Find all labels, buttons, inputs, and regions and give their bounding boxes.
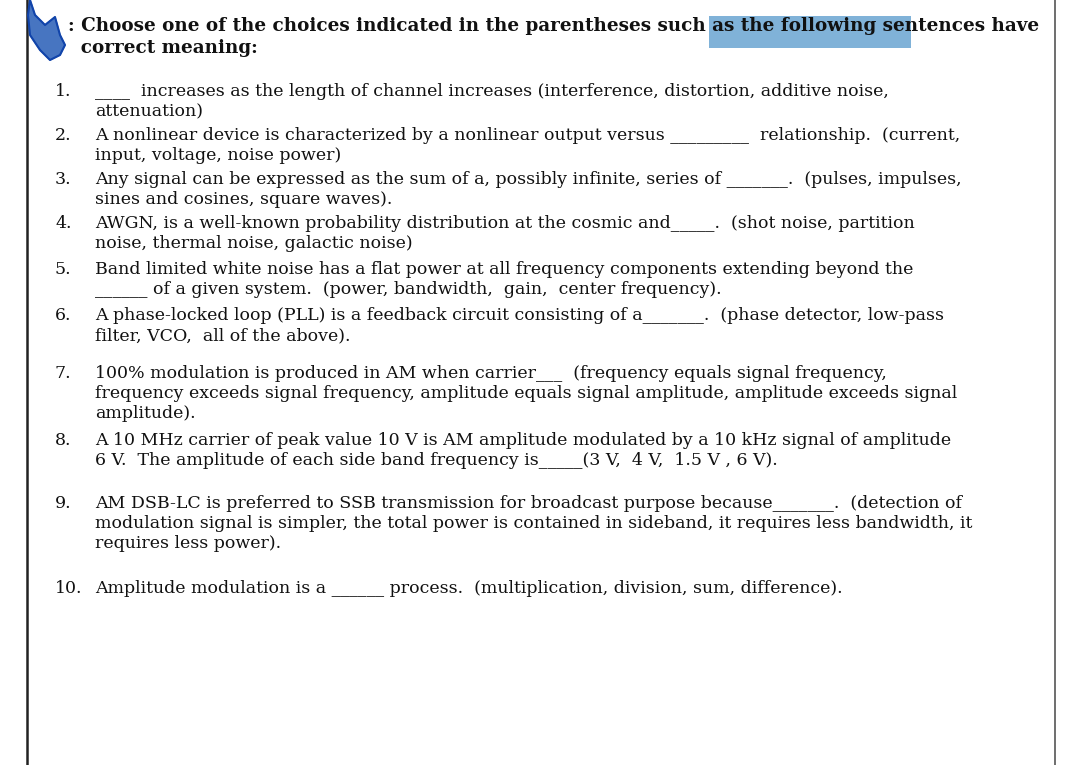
Text: ______ of a given system.  (power, bandwidth,  gain,  center frequency).: ______ of a given system. (power, bandwi… (95, 281, 721, 298)
Text: AWGN, is a well-known probability distribution at the cosmic and_____.  (shot no: AWGN, is a well-known probability distri… (95, 215, 915, 232)
Text: ____  increases as the length of channel increases (interference, distortion, ad: ____ increases as the length of channel … (95, 83, 889, 100)
Text: requires less power).: requires less power). (95, 535, 281, 552)
Text: sines and cosines, square waves).: sines and cosines, square waves). (95, 191, 392, 208)
FancyBboxPatch shape (708, 16, 912, 48)
Text: 5.: 5. (55, 261, 71, 278)
Text: input, voltage, noise power): input, voltage, noise power) (95, 147, 341, 164)
Text: amplitude).: amplitude). (95, 405, 195, 422)
Text: 1.: 1. (55, 83, 71, 100)
Text: Amplitude modulation is a ______ process.  (multiplication, division, sum, diffe: Amplitude modulation is a ______ process… (95, 580, 842, 597)
Text: A 10 MHz carrier of peak value 10 V is AM amplitude modulated by a 10 kHz signal: A 10 MHz carrier of peak value 10 V is A… (95, 432, 951, 449)
Text: A nonlinear device is characterized by a nonlinear output versus _________  rela: A nonlinear device is characterized by a… (95, 127, 960, 144)
Text: 8.: 8. (55, 432, 71, 449)
Text: 10.: 10. (55, 580, 82, 597)
Text: Any signal can be expressed as the sum of a, possibly infinite, series of ______: Any signal can be expressed as the sum o… (95, 171, 961, 188)
Text: 3.: 3. (55, 171, 71, 188)
Text: 6 V.  The amplitude of each side band frequency is_____(3 V,  4 V,  1.5 V , 6 V): 6 V. The amplitude of each side band fre… (95, 452, 778, 469)
Text: Band limited white noise has a flat power at all frequency components extending : Band limited white noise has a flat powe… (95, 261, 914, 278)
Text: correct meaning:: correct meaning: (68, 39, 258, 57)
Text: attenuation): attenuation) (95, 103, 203, 120)
Text: 7.: 7. (55, 365, 71, 382)
Text: 2.: 2. (55, 127, 71, 144)
Text: AM DSB-LC is preferred to SSB transmission for broadcast purpose because_______.: AM DSB-LC is preferred to SSB transmissi… (95, 495, 962, 512)
Text: filter, VCO,  all of the above).: filter, VCO, all of the above). (95, 327, 351, 344)
Text: noise, thermal noise, galactic noise): noise, thermal noise, galactic noise) (95, 235, 413, 252)
Text: A phase-locked loop (PLL) is a feedback circuit consisting of a_______.  (phase : A phase-locked loop (PLL) is a feedback … (95, 307, 944, 324)
Text: 4.: 4. (55, 215, 71, 232)
Text: 6.: 6. (55, 307, 71, 324)
Text: modulation signal is simpler, the total power is contained in sideband, it requi: modulation signal is simpler, the total … (95, 515, 972, 532)
Text: : Choose one of the choices indicated in the parentheses such as the following s: : Choose one of the choices indicated in… (68, 17, 1039, 35)
Polygon shape (28, 0, 65, 60)
Text: frequency exceeds signal frequency, amplitude equals signal amplitude, amplitude: frequency exceeds signal frequency, ampl… (95, 385, 957, 402)
Text: 9.: 9. (55, 495, 71, 512)
Text: 100% modulation is produced in AM when carrier___  (frequency equals signal freq: 100% modulation is produced in AM when c… (95, 365, 887, 382)
